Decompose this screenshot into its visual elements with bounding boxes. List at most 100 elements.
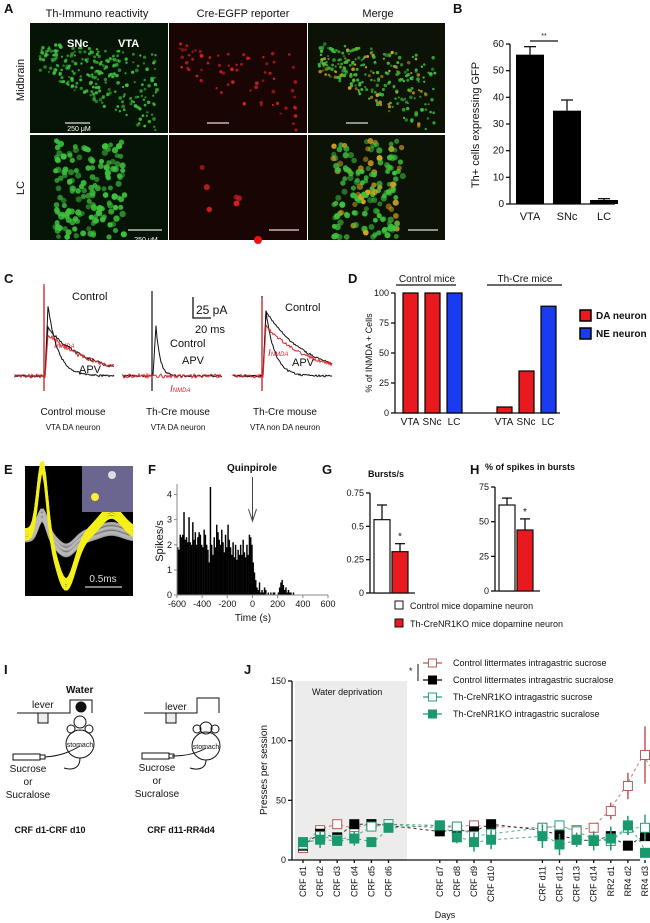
cell (381, 227, 388, 233)
histogram-bar (278, 587, 281, 595)
cell (109, 158, 116, 165)
cell (146, 111, 149, 114)
cell (122, 108, 126, 112)
cell (376, 147, 383, 154)
histogram-bar (246, 544, 248, 595)
cell (357, 165, 364, 171)
cell (118, 96, 123, 100)
cell (65, 82, 69, 85)
cell (430, 67, 435, 71)
cell (272, 77, 276, 81)
cell (356, 183, 364, 190)
cell (58, 71, 62, 76)
cell (70, 85, 74, 89)
cell (136, 95, 140, 99)
cell (398, 144, 405, 151)
cell (120, 231, 127, 238)
x-tick-label: LC (542, 417, 555, 428)
legend-marker (428, 709, 437, 719)
histogram-bar (287, 589, 290, 595)
cell (77, 47, 81, 50)
x-tick-label: VTA (520, 211, 541, 223)
cell (143, 124, 147, 128)
cell (290, 88, 295, 93)
cell (293, 114, 298, 118)
cell (134, 68, 139, 73)
cell (370, 50, 374, 54)
cell (58, 213, 65, 220)
data-point (298, 837, 308, 848)
histogram-bar (209, 487, 212, 595)
cell (343, 234, 350, 240)
cell (121, 104, 126, 109)
cell (337, 50, 341, 54)
micrograph (169, 23, 307, 133)
scale-bar (192, 297, 211, 319)
cell (88, 184, 95, 191)
histogram-bar (258, 582, 261, 596)
cell (54, 68, 58, 72)
cell (96, 210, 103, 217)
cell (323, 57, 326, 61)
histogram-bar (236, 559, 238, 595)
cell (332, 232, 340, 239)
region-label-snc: SNc (67, 38, 88, 50)
data-point (554, 839, 565, 850)
y-axis-label: % of INMDA + Cells (364, 313, 374, 393)
cell (321, 69, 325, 72)
cell (53, 207, 60, 213)
cell (132, 60, 135, 64)
cell (47, 46, 51, 49)
cell (378, 92, 382, 97)
histogram-bar (229, 547, 232, 595)
cell (347, 52, 351, 56)
cell (351, 67, 355, 72)
inset-image (82, 466, 133, 512)
cell (393, 234, 399, 239)
cell (417, 80, 420, 83)
cell (343, 145, 350, 152)
cell (94, 91, 98, 95)
histogram-bar (280, 582, 282, 596)
legend-label: Th-CreNR1KO intragastric sucralose (453, 709, 600, 719)
cell (91, 85, 95, 89)
histogram-bar (255, 579, 257, 596)
cell (54, 156, 61, 163)
stomach-label: stomach (67, 742, 94, 749)
cell (57, 43, 62, 47)
cell (87, 156, 95, 163)
apv-trace-label: APV (182, 355, 205, 367)
cell (73, 61, 78, 66)
cell (101, 186, 107, 192)
cell (342, 73, 347, 78)
panel-e-waveform: 0.5ms (24, 460, 134, 596)
legend-label: Control littermates intragastric sucrose (453, 658, 607, 668)
cell (354, 87, 358, 91)
cell (411, 78, 414, 81)
data-point (554, 820, 565, 831)
cell (365, 166, 371, 172)
cell (375, 83, 379, 87)
histogram-bar (217, 532, 219, 595)
scale-bar-label: 250 μM (67, 126, 91, 133)
data-point (588, 822, 599, 833)
cell (139, 89, 143, 93)
cell (396, 165, 402, 171)
cell (343, 44, 347, 48)
cell (357, 56, 361, 60)
cell (206, 206, 213, 213)
cell (79, 75, 82, 78)
y-tick-label: 0 (359, 588, 364, 598)
cell (376, 230, 382, 236)
cell (392, 199, 399, 206)
cell (371, 171, 377, 178)
histogram-bar (195, 544, 198, 595)
micrograph (308, 135, 445, 240)
cell (65, 64, 70, 69)
cell (379, 103, 383, 107)
x-tick-label: VTA (495, 417, 514, 428)
histogram-bar (251, 544, 253, 595)
cell (351, 210, 357, 216)
cell (66, 54, 70, 58)
cell (424, 108, 428, 112)
